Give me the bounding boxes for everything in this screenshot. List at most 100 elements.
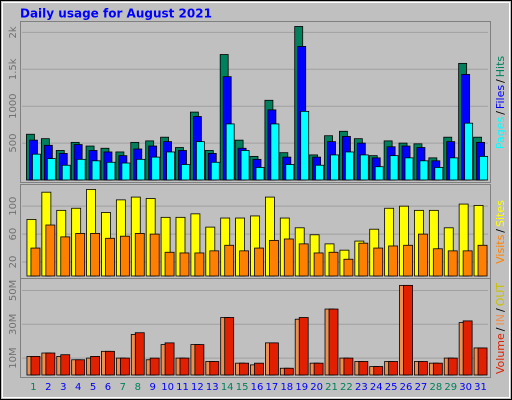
bar	[345, 151, 354, 181]
bar	[106, 161, 116, 181]
bar	[164, 342, 175, 376]
bar	[61, 164, 71, 181]
legend-separator: /	[494, 327, 507, 331]
bar	[105, 237, 115, 277]
x-tick-label: 22	[340, 382, 353, 393]
bar	[447, 357, 458, 376]
x-tick-label: 19	[295, 382, 308, 393]
bar	[269, 342, 279, 376]
bar	[75, 359, 86, 376]
x-tick-label: 16	[251, 382, 264, 393]
y-tick-label: 30M	[8, 314, 19, 335]
legend-separator: /	[494, 308, 507, 312]
bar	[403, 284, 413, 376]
bar	[209, 250, 220, 277]
bar	[432, 362, 443, 376]
bar	[403, 244, 413, 277]
bar	[90, 355, 100, 376]
y-tick-label: 1000	[8, 93, 19, 118]
x-tick-label: 8	[135, 382, 141, 393]
x-tick-label: 28	[429, 382, 442, 393]
bar	[254, 247, 264, 277]
bar	[298, 243, 309, 277]
bar	[239, 250, 249, 277]
bar	[91, 160, 101, 181]
y-tick-label: 20	[8, 256, 19, 269]
legend-entry: OUT	[494, 283, 507, 307]
bar	[240, 150, 250, 181]
legend-entry: Volume	[494, 333, 507, 374]
bar	[149, 233, 160, 277]
bar	[46, 158, 56, 181]
bar	[330, 154, 339, 181]
x-tick-label: 21	[325, 382, 338, 393]
bar	[477, 347, 488, 376]
bar	[358, 242, 369, 277]
bar	[359, 154, 369, 181]
bar	[283, 238, 294, 277]
bar	[434, 167, 444, 181]
bar	[45, 224, 56, 277]
bar	[179, 357, 190, 376]
y-tick-label: 60	[8, 228, 19, 241]
bar	[119, 357, 130, 376]
legend-separator: /	[494, 79, 507, 83]
bar	[389, 155, 399, 181]
bar	[373, 366, 384, 376]
bar	[75, 232, 86, 277]
bar	[119, 235, 130, 277]
y-tick-label: 50M	[8, 280, 19, 301]
bar	[194, 344, 205, 376]
bar	[449, 157, 459, 181]
x-tick-label: 25	[385, 382, 398, 393]
legend-entry: Pages	[494, 117, 507, 150]
x-tick-label: 5	[90, 382, 96, 393]
bar	[447, 250, 458, 277]
bar	[134, 332, 145, 376]
bar	[225, 123, 235, 181]
x-tick-label: 14	[221, 382, 234, 393]
bar	[373, 247, 384, 277]
bar	[418, 233, 428, 277]
x-tick-label: 26	[400, 382, 413, 393]
bar	[388, 361, 399, 376]
legend-separator: /	[494, 229, 507, 233]
x-tick-label: 6	[105, 382, 111, 393]
x-tick-label: 29	[444, 382, 457, 393]
bar	[30, 355, 41, 376]
bar	[479, 155, 488, 181]
y-tick-label: 100	[8, 197, 19, 216]
legend-entry: Sites	[494, 200, 507, 227]
bar	[313, 252, 324, 277]
legend-entry: Files	[494, 85, 507, 109]
bar	[313, 362, 324, 376]
bar	[134, 232, 145, 277]
x-tick-label: 7	[120, 382, 126, 393]
bar	[283, 367, 294, 376]
bar	[343, 258, 354, 277]
legend: Pages/Files/Hits	[494, 56, 507, 150]
bar	[76, 158, 86, 181]
legend-entry: Hits	[494, 56, 507, 78]
bar	[209, 361, 220, 376]
bar	[269, 239, 279, 277]
bar	[166, 151, 175, 181]
bar	[404, 157, 414, 181]
x-tick-label: 2	[45, 382, 51, 393]
bar	[45, 352, 56, 376]
x-tick-label: 10	[161, 382, 174, 393]
bar	[32, 153, 41, 181]
bar	[60, 354, 71, 376]
bar	[343, 357, 354, 376]
bar	[374, 166, 384, 181]
x-tick-label: 9	[149, 382, 155, 393]
x-tick-label: 20	[310, 382, 323, 393]
bar	[149, 357, 160, 376]
x-tick-label: 24	[370, 382, 383, 393]
bar	[358, 361, 369, 376]
bar	[210, 161, 220, 181]
bar	[224, 317, 235, 376]
bar	[419, 160, 429, 181]
